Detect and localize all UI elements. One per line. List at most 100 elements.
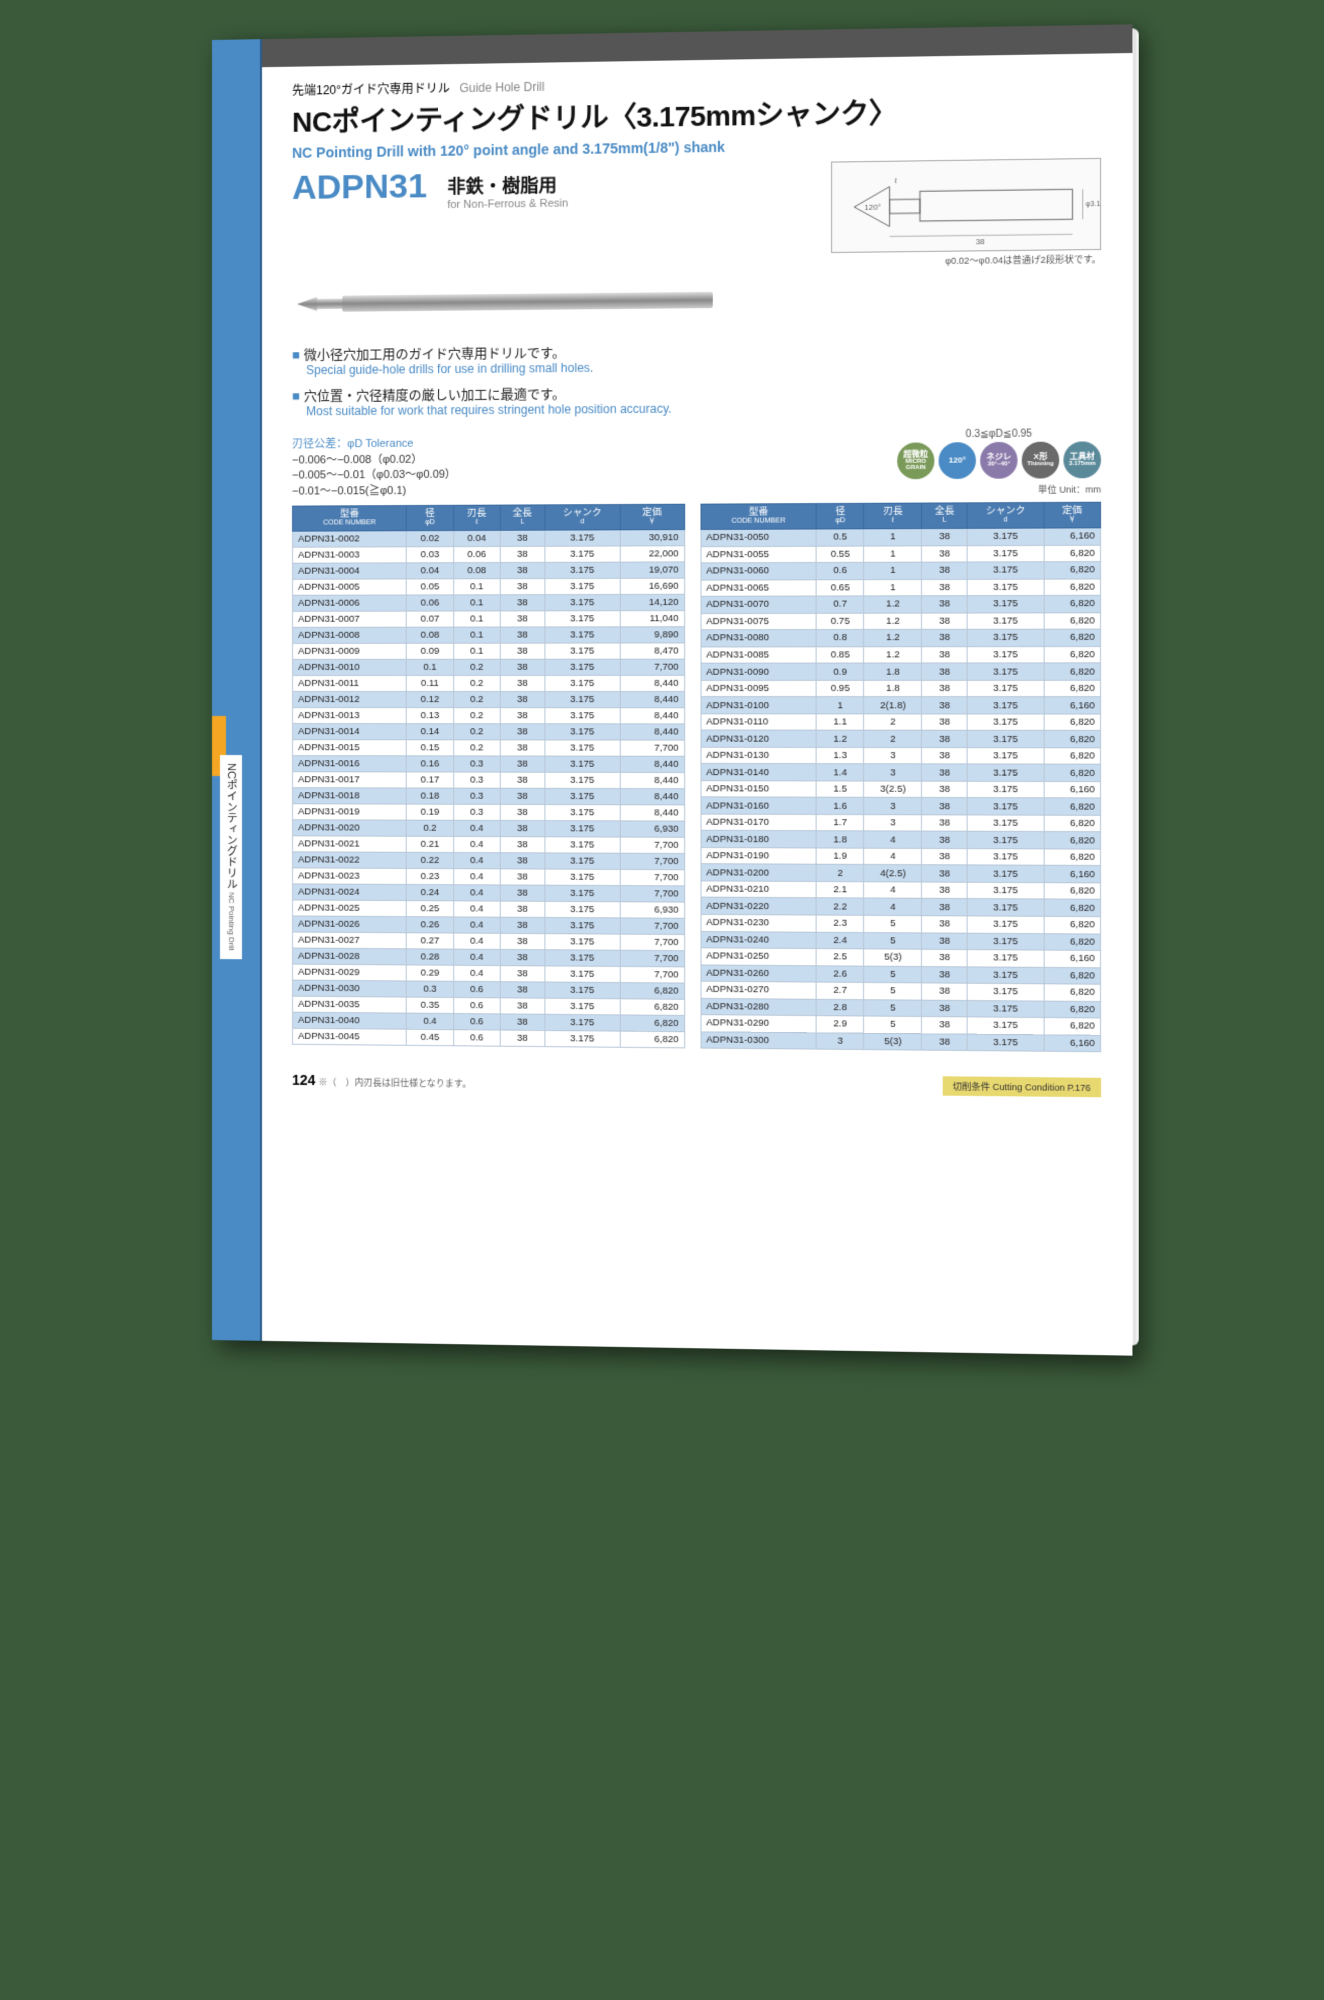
table-cell: 38: [922, 747, 967, 764]
table-cell: 3.175: [967, 613, 1043, 630]
table-row: ADPN31-00950.951.8383.1756,820: [701, 680, 1101, 697]
table-cell: 3.175: [545, 934, 620, 951]
table-cell: 6,820: [1044, 545, 1101, 562]
table-cell: 0.2: [453, 708, 500, 724]
table-cell: 0.4: [453, 820, 500, 836]
table-cell: ADPN31-0170: [701, 814, 817, 831]
table-cell: 3.175: [545, 708, 620, 724]
table-cell: 8,470: [620, 643, 684, 659]
table-cell: 3.175: [967, 832, 1043, 849]
table-cell: 0.2: [453, 692, 500, 708]
tolerance-line: −0.006～−0.008（φ0.02）: [292, 452, 456, 468]
table-cell: 3.175: [967, 781, 1043, 798]
table-cell: 6,930: [620, 821, 684, 837]
table-cell: 2.9: [817, 1016, 865, 1033]
table-cell: 38: [500, 643, 545, 659]
table-row: ADPN31-00040.040.08383.17519,070: [293, 562, 685, 579]
table-cell: ADPN31-0075: [701, 613, 817, 630]
table-cell: 38: [500, 853, 545, 869]
table-cell: 0.4: [407, 1013, 454, 1029]
table-cell: 38: [922, 528, 967, 545]
table-row: ADPN31-01801.84383.1756,820: [701, 831, 1101, 849]
table-cell: 38: [500, 675, 545, 691]
table-cell: ADPN31-0014: [293, 724, 407, 740]
table-cell: 3.175: [545, 692, 620, 708]
cutting-condition-ref: 切削条件 Cutting Condition P.176: [942, 1076, 1101, 1097]
table-header: 型番CODE NUMBER: [293, 506, 407, 532]
spine-label: NCポインティングドリル NC Pointing Drill: [220, 755, 242, 959]
table-cell: ADPN31-0040: [293, 1012, 407, 1029]
table-cell: 9,890: [620, 627, 684, 643]
table-cell: 8,440: [620, 692, 684, 708]
table-cell: 7,700: [620, 886, 684, 903]
table-cell: 1.4: [817, 764, 865, 781]
table-row: ADPN31-00020.020.04383.17530,910: [293, 530, 685, 548]
spec-badge: 120°: [939, 442, 976, 479]
table-cell: 4: [864, 882, 922, 899]
table-cell: ADPN31-0220: [701, 898, 817, 915]
table-cell: 0.4: [453, 837, 500, 853]
table-cell: ADPN31-0024: [293, 884, 407, 901]
table-row: ADPN31-00030.030.06383.17522,000: [293, 546, 685, 563]
table-cell: 3.175: [967, 848, 1043, 865]
usage-jp: 非鉄・樹脂用: [447, 171, 568, 199]
data-tables: 型番CODE NUMBER径φD刃長ℓ全長Lシャンクd定価￥ADPN31-000…: [292, 502, 1101, 1053]
table-cell: 38: [922, 932, 967, 949]
table-cell: 30,910: [620, 530, 684, 546]
table-cell: 5(3): [864, 949, 922, 966]
table-cell: 38: [922, 663, 967, 680]
table-cell: ADPN31-0290: [701, 1015, 817, 1033]
table-cell: ADPN31-0004: [293, 563, 407, 579]
table-cell: 6,820: [1044, 849, 1101, 866]
table-cell: 38: [922, 1000, 967, 1017]
table-cell: 0.4: [453, 901, 500, 917]
table-cell: 0.04: [453, 530, 500, 546]
table-row: ADPN31-00160.160.3383.1758,440: [293, 756, 685, 773]
table-cell: 11,040: [620, 611, 684, 627]
table-row: ADPN31-01901.94383.1756,820: [701, 847, 1101, 866]
table-cell: 38: [922, 1033, 967, 1050]
table-cell: 5: [864, 915, 922, 932]
table-cell: 3.175: [545, 562, 620, 578]
table-cell: ADPN31-0250: [701, 948, 817, 966]
table-row: ADPN31-00170.170.3383.1758,440: [293, 772, 685, 789]
page-number: 124: [292, 1071, 315, 1087]
table-cell: 38: [500, 917, 545, 933]
table-row: ADPN31-00500.51383.1756,160: [701, 528, 1101, 546]
table-cell: 1.2: [864, 646, 922, 663]
table-cell: 3.175: [545, 837, 620, 853]
spec-table-1: 型番CODE NUMBER径φD刃長ℓ全長Lシャンクd定価￥ADPN31-000…: [292, 504, 685, 1049]
tolerance-section: 刃径公差：φD Tolerance −0.006～−0.008（φ0.02）−0…: [292, 428, 1101, 500]
table-cell: ADPN31-0005: [293, 579, 407, 595]
table-cell: 0.14: [407, 724, 454, 740]
table-row: ADPN31-00600.61383.1756,820: [701, 562, 1101, 580]
table-cell: 38: [500, 724, 545, 740]
table-row: ADPN31-00110.110.2383.1758,440: [293, 675, 685, 691]
table-cell: 0.22: [407, 852, 454, 868]
table-cell: ADPN31-0010: [293, 659, 407, 675]
table-cell: 38: [500, 950, 545, 966]
table-cell: ADPN31-0022: [293, 852, 407, 869]
table-row: ADPN31-00550.551383.1756,820: [701, 545, 1101, 563]
table-cell: 0.85: [817, 647, 865, 664]
table-cell: 38: [922, 781, 967, 798]
table-row: ADPN31-00070.070.1383.17511,040: [293, 611, 685, 628]
table-cell: 3.175: [545, 918, 620, 935]
table-cell: 6,820: [1044, 562, 1101, 579]
table-row: ADPN31-00210.210.4383.1757,700: [293, 836, 685, 854]
table-cell: ADPN31-0026: [293, 916, 407, 933]
table-cell: 3.175: [545, 611, 620, 627]
usage-en: for Non-Ferrous & Resin: [447, 197, 568, 211]
table-cell: 6,820: [1044, 984, 1101, 1001]
footer-left: 124 ※（ ）内刃長は旧仕様となります。: [292, 1071, 471, 1089]
table-cell: 38: [500, 982, 545, 998]
table-cell: 2.1: [817, 881, 865, 898]
table-cell: 3.175: [545, 595, 620, 611]
table-row: ADPN31-00090.090.1383.1758,470: [293, 643, 685, 660]
table-cell: 6,820: [1044, 764, 1101, 781]
table-cell: 0.1: [453, 579, 500, 595]
table-cell: 0.4: [453, 869, 500, 885]
table-cell: 6,820: [620, 1031, 684, 1048]
table-cell: 0.2: [453, 740, 500, 756]
table-cell: 38: [500, 966, 545, 982]
